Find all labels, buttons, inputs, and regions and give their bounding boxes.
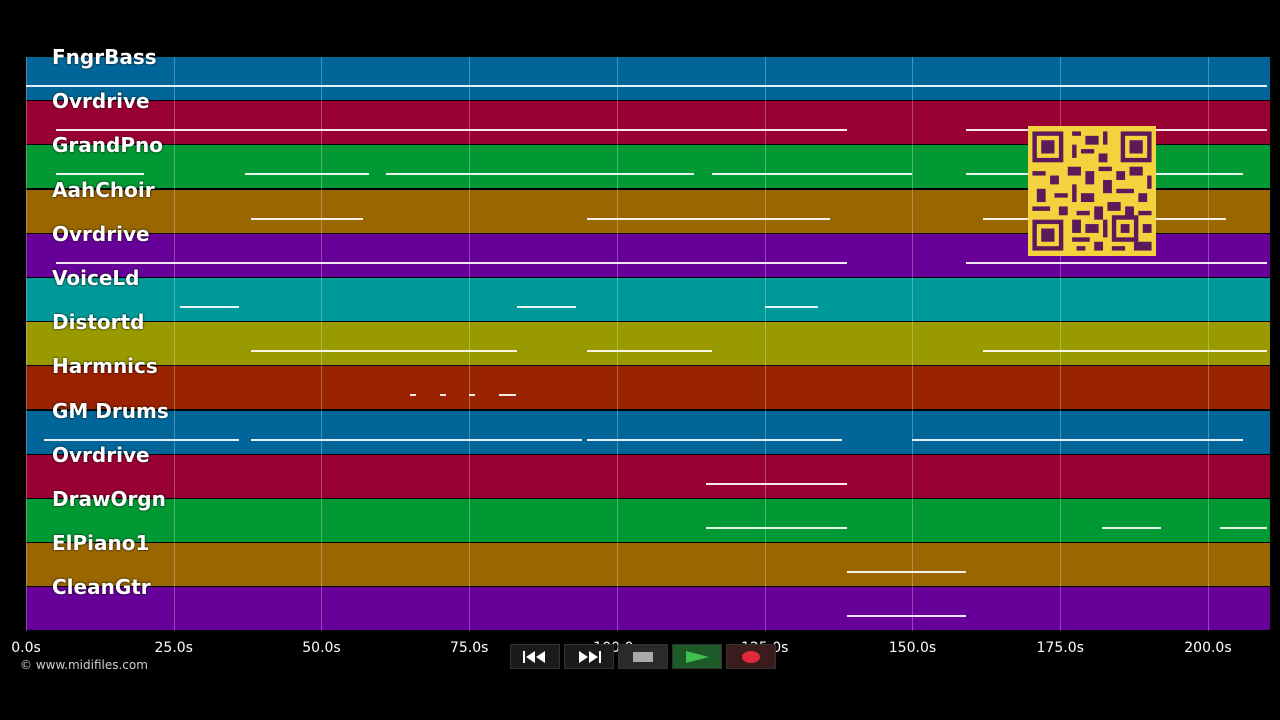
note-segment <box>439 394 446 397</box>
track-label: Ovrdrive <box>52 221 150 246</box>
note-segment <box>410 394 417 397</box>
record-icon <box>742 650 760 663</box>
track-lane <box>26 499 1270 543</box>
time-tick-label: 175.0s <box>1036 640 1084 656</box>
track-lane <box>26 543 1270 588</box>
track-lane <box>26 454 1270 499</box>
note-segment <box>1101 527 1161 529</box>
track-label: Ovrdrive <box>52 89 150 114</box>
note-segment <box>587 217 830 220</box>
note-segment <box>705 527 848 529</box>
grid-line <box>321 57 323 631</box>
time-tick-label: 25.0s <box>154 640 193 656</box>
note-segment <box>26 85 1268 87</box>
note-segment <box>498 394 517 397</box>
track-label: DrawOrgn <box>52 487 166 511</box>
time-tick-label: 150.0s <box>888 640 937 656</box>
track-label: Distortd <box>52 310 145 335</box>
track-label: Ovrdrive <box>52 442 150 467</box>
note-segment <box>912 438 1244 441</box>
note-segment <box>250 350 517 353</box>
note-segment <box>469 394 476 397</box>
fast-forward-button[interactable] <box>564 644 614 669</box>
note-segment <box>55 261 848 264</box>
play-button[interactable] <box>672 644 722 669</box>
grid-line <box>469 57 471 631</box>
note-segment <box>711 173 913 176</box>
transport-controls <box>510 644 776 669</box>
grid-line <box>764 57 766 631</box>
time-tick-label: 75.0s <box>449 640 489 656</box>
note-segment <box>386 173 694 176</box>
note-segment <box>516 306 576 308</box>
track-label: FngrBass <box>52 45 157 69</box>
track-lane <box>26 57 1270 101</box>
note-segment <box>43 438 239 441</box>
grid-line <box>173 57 175 631</box>
stop-button[interactable] <box>618 644 668 669</box>
grid-line <box>912 57 914 631</box>
note-segment <box>587 350 712 353</box>
track-label: ElPiano1 <box>52 531 150 556</box>
track-label: GrandPno <box>52 133 163 158</box>
note-segment <box>250 217 363 220</box>
track-label: GM Drums <box>52 398 169 423</box>
rewind-icon <box>523 650 545 663</box>
note-segment <box>705 482 848 485</box>
stop-icon <box>633 651 653 662</box>
track-lane <box>26 587 1270 632</box>
note-segment <box>244 173 369 176</box>
note-segment <box>847 615 966 618</box>
track-label: AahChoir <box>52 177 155 202</box>
time-tick-label: 200.0s <box>1184 640 1232 656</box>
note-segment <box>250 438 582 441</box>
track-lane <box>26 410 1270 455</box>
track-label: CleanGtr <box>52 575 151 600</box>
track-lane <box>26 322 1270 367</box>
note-segment <box>764 306 818 308</box>
copyright-text: © www.midifiles.com <box>20 658 148 672</box>
note-segment <box>847 571 966 574</box>
qr-code-icon <box>1028 126 1156 256</box>
track-label: Harmnics <box>52 354 158 379</box>
note-segment <box>983 350 1268 353</box>
fast-forward-icon <box>579 650 601 663</box>
rewind-button[interactable] <box>510 644 560 669</box>
note-segment <box>1219 527 1268 529</box>
grid-line <box>1207 57 1209 631</box>
time-tick-label: 0.0s <box>11 640 41 656</box>
grid-line <box>616 57 618 631</box>
grid-line <box>26 57 27 631</box>
note-segment <box>179 306 239 308</box>
play-icon <box>686 650 709 663</box>
grid-line <box>1060 57 1062 631</box>
qr-code-graphic <box>1028 127 1156 255</box>
note-segment <box>587 438 842 441</box>
note-segment <box>55 173 145 176</box>
track-lane <box>26 278 1270 322</box>
track-lane <box>26 366 1270 411</box>
note-segment <box>55 129 848 132</box>
note-segment <box>965 261 1268 264</box>
record-button[interactable] <box>726 644 776 669</box>
track-label: VoiceLd <box>52 266 140 290</box>
time-tick-label: 50.0s <box>302 640 341 656</box>
